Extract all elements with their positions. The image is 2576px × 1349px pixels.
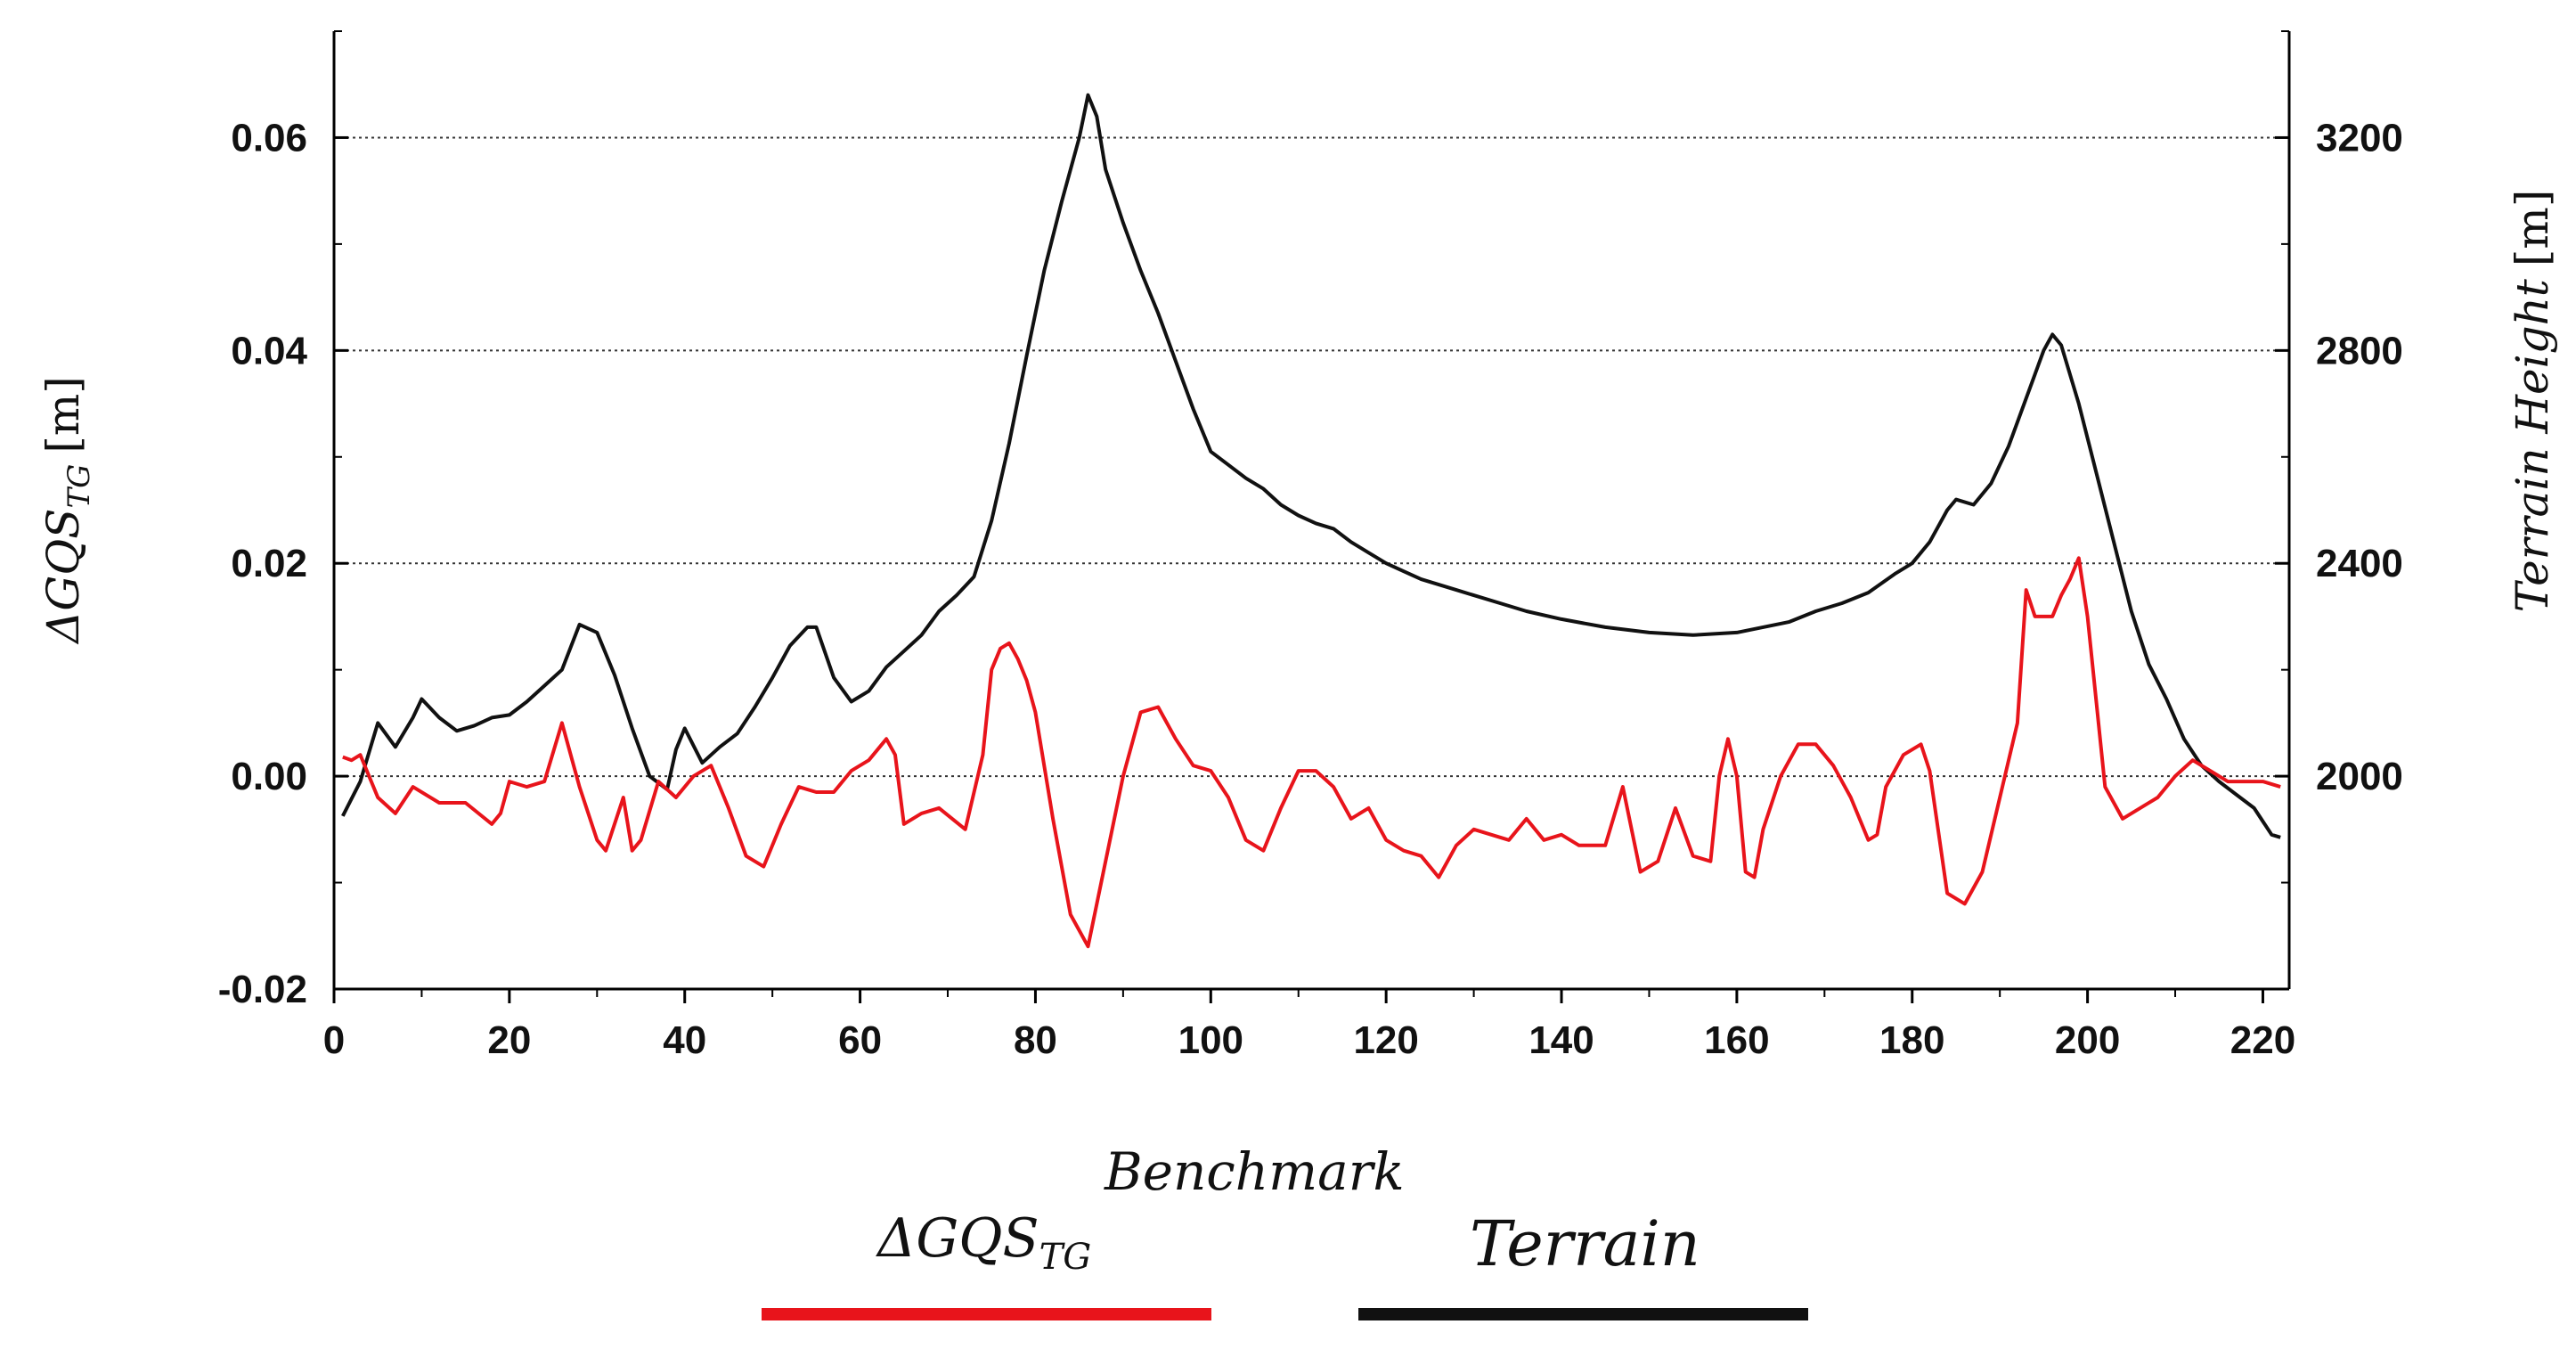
y-left-tick-label: 0.06: [231, 116, 307, 159]
legend-benchmark-main: ΔGQS: [876, 1207, 1039, 1270]
y-left-tick-label: 0.02: [231, 542, 307, 585]
y-right-tick-label: 3200: [2316, 116, 2403, 159]
x-tick-label: 140: [1528, 1018, 1594, 1062]
series-line-benchmark: [342, 556, 2281, 949]
y-left-tick-label: -0.02: [218, 968, 307, 1011]
x-tick-label: 120: [1353, 1018, 1418, 1062]
x-tick-label: 160: [1704, 1018, 1769, 1062]
x-tick-label: 40: [663, 1018, 706, 1062]
x-tick-label: 60: [838, 1018, 882, 1062]
series-line-terrain: [341, 93, 2281, 839]
tick-group: 0 20 40 60 80 100 120 140 160 180 200 220 0.06 0.04 0.…: [218, 30, 2403, 1062]
x-tick-label: 20: [487, 1018, 531, 1062]
y-left-axis-label: ΔGQSTG [m]: [37, 376, 97, 645]
x-tick-label: 100: [1178, 1018, 1243, 1062]
x-tick-label: 180: [1879, 1018, 1944, 1062]
x-tick-label: 0: [323, 1018, 345, 1062]
gridlines: [334, 136, 2289, 778]
y-left-tick-label: 0.00: [231, 755, 307, 798]
y-right-tick-label: 2800: [2316, 329, 2403, 372]
legend-benchmark-sub: TG: [1039, 1237, 1092, 1278]
y-right-axis-label: Terrain Height [m]: [2507, 190, 2558, 613]
y-left-tick-label: 0.04: [231, 329, 307, 372]
legend-terrain-label: Terrain: [1470, 1207, 1700, 1280]
y-left-label-unit: [m]: [37, 376, 89, 453]
y-right-label-unit: [m]: [2507, 190, 2558, 266]
series-group: [341, 93, 2281, 949]
x-tick-label: 220: [2230, 1018, 2295, 1062]
y-left-label-main: ΔGQS: [37, 508, 89, 644]
legend: ΔGQSTG Benchmark Terrain: [762, 1141, 1808, 1320]
y-left-label-sub: TG: [61, 464, 97, 509]
legend-benchmark-sup: Benchmark: [1104, 1141, 1405, 1202]
x-tick-label: 200: [2055, 1018, 2120, 1062]
legend-benchmark-label: ΔGQSTG: [876, 1207, 1091, 1278]
y-right-tick-label: 2000: [2316, 755, 2403, 798]
y-right-tick-label: 2400: [2316, 542, 2403, 585]
y-right-label-main: Terrain Height: [2507, 278, 2558, 612]
x-tick-label: 80: [1014, 1018, 1057, 1062]
